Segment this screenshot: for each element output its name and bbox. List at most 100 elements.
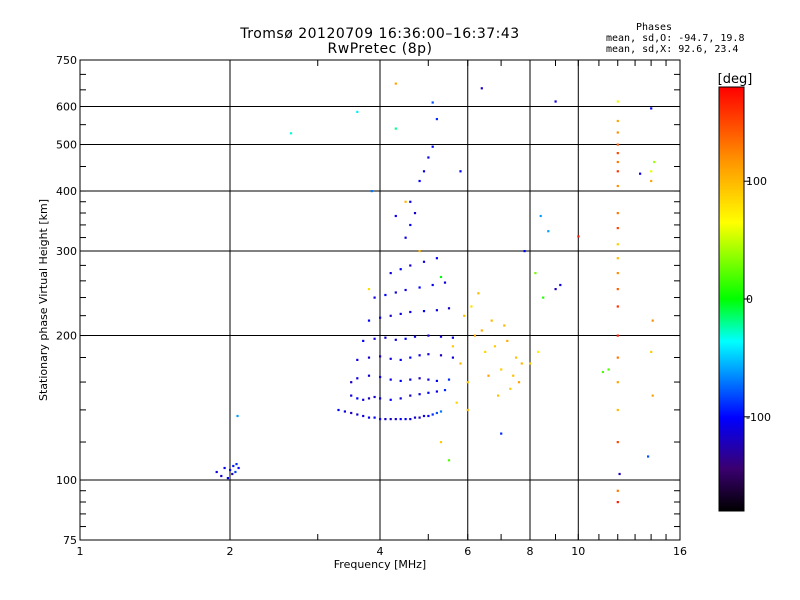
data-point <box>435 309 438 312</box>
data-point <box>427 353 430 356</box>
data-point <box>559 283 562 287</box>
data-point <box>379 418 382 421</box>
x-axis-label: Frequency [MHz] <box>334 558 426 571</box>
data-point <box>554 100 557 103</box>
data-point <box>500 432 503 435</box>
data-point <box>473 334 476 337</box>
data-point <box>650 170 653 173</box>
data-point <box>427 391 430 394</box>
data-point <box>431 283 434 287</box>
phase-stats: Phases mean, sd,O: -94.7, 19.8 mean, sd,… <box>606 22 786 55</box>
data-point <box>435 390 438 393</box>
data-point <box>431 101 434 104</box>
y-tick-label: 600 <box>56 101 77 114</box>
data-point <box>616 356 619 359</box>
data-point <box>418 393 421 396</box>
data-point <box>394 214 397 218</box>
data-point <box>389 272 392 275</box>
y-tick-label: 750 <box>56 54 77 67</box>
data-point <box>418 286 421 289</box>
data-point <box>512 374 515 377</box>
data-point <box>500 368 503 371</box>
data-point <box>435 257 438 260</box>
data-point <box>480 329 483 332</box>
data-point <box>509 387 512 390</box>
data-point <box>362 339 365 342</box>
data-point <box>413 212 417 215</box>
data-point <box>404 337 407 340</box>
data-point <box>534 272 537 275</box>
data-point <box>451 356 454 359</box>
data-point <box>616 305 619 308</box>
data-point <box>427 334 430 337</box>
data-point <box>418 377 421 380</box>
data-point <box>370 190 373 193</box>
data-point <box>379 316 382 319</box>
y-axis-label: Stationary phase Virtual Height [km] <box>37 199 50 401</box>
colorbar: [deg] -100 0 100 <box>718 72 771 512</box>
data-point <box>616 119 619 123</box>
data-point <box>399 268 402 271</box>
data-point <box>232 464 235 468</box>
data-point <box>356 358 359 361</box>
data-point <box>443 389 447 392</box>
data-point <box>235 463 238 466</box>
data-point <box>234 470 237 474</box>
data-point <box>650 107 653 110</box>
data-point <box>379 397 382 400</box>
data-point <box>399 418 402 421</box>
data-point <box>373 337 376 340</box>
y-tick-label: 300 <box>56 245 77 258</box>
data-point <box>650 179 653 183</box>
data-point <box>616 212 619 215</box>
data-point <box>459 362 462 365</box>
axis-ticks <box>79 60 681 540</box>
data-point <box>493 345 496 348</box>
data-point <box>409 264 412 267</box>
data-point <box>466 381 469 384</box>
y-tick-label: 200 <box>56 330 77 343</box>
data-point <box>362 398 365 401</box>
data-point <box>618 472 621 476</box>
data-point <box>616 170 619 173</box>
data-point <box>616 243 619 246</box>
data-point <box>356 413 359 416</box>
data-point <box>367 397 371 400</box>
data-point <box>413 335 417 338</box>
data-point <box>418 416 421 419</box>
data-point <box>231 472 234 476</box>
data-point <box>480 87 483 90</box>
data-point <box>443 281 447 284</box>
data-point <box>367 288 371 291</box>
data-point <box>616 288 619 291</box>
data-point <box>223 466 226 470</box>
data-point <box>422 414 426 418</box>
data-point <box>539 214 542 218</box>
data-point <box>418 354 421 357</box>
data-point <box>427 414 430 418</box>
data-point <box>399 379 402 382</box>
data-point <box>389 398 392 401</box>
data-point <box>399 312 402 315</box>
chart-title: Tromsø 20120709 16:36:00–16:37:43 <box>240 26 520 42</box>
data-point <box>577 235 580 238</box>
data-point <box>439 335 443 338</box>
data-point <box>404 236 407 239</box>
data-point <box>394 338 397 341</box>
colorbar-label: [deg] <box>718 72 753 87</box>
data-point <box>394 127 397 130</box>
data-point <box>470 305 473 308</box>
data-point <box>463 314 466 317</box>
data-point <box>367 416 371 419</box>
data-point <box>616 143 619 146</box>
y-tick-label: 100 <box>56 474 77 487</box>
data-point <box>350 381 353 384</box>
data-point <box>350 394 353 397</box>
data-point <box>409 223 412 227</box>
data-point <box>439 275 443 279</box>
data-point <box>220 474 223 478</box>
data-point <box>601 370 604 374</box>
chart-subtitle: RwPretec (8p) <box>327 41 433 57</box>
data-point <box>413 416 417 419</box>
